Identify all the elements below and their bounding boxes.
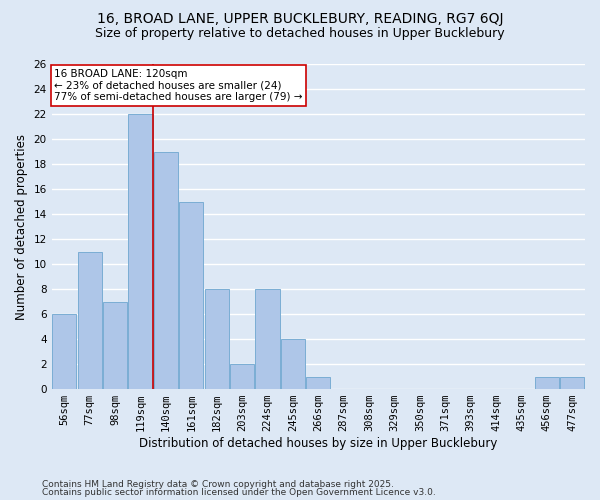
Bar <box>52 314 76 389</box>
Bar <box>230 364 254 389</box>
Bar <box>560 376 584 389</box>
Text: 16, BROAD LANE, UPPER BUCKLEBURY, READING, RG7 6QJ: 16, BROAD LANE, UPPER BUCKLEBURY, READIN… <box>97 12 503 26</box>
Bar <box>306 376 331 389</box>
Bar <box>179 202 203 389</box>
Text: 16 BROAD LANE: 120sqm
← 23% of detached houses are smaller (24)
77% of semi-deta: 16 BROAD LANE: 120sqm ← 23% of detached … <box>55 69 303 102</box>
Bar <box>205 289 229 389</box>
Bar <box>103 302 127 389</box>
X-axis label: Distribution of detached houses by size in Upper Bucklebury: Distribution of detached houses by size … <box>139 437 497 450</box>
Text: Size of property relative to detached houses in Upper Bucklebury: Size of property relative to detached ho… <box>95 28 505 40</box>
Bar <box>281 339 305 389</box>
Y-axis label: Number of detached properties: Number of detached properties <box>15 134 28 320</box>
Bar <box>256 289 280 389</box>
Bar <box>535 376 559 389</box>
Bar <box>128 114 152 389</box>
Bar <box>154 152 178 389</box>
Text: Contains public sector information licensed under the Open Government Licence v3: Contains public sector information licen… <box>42 488 436 497</box>
Bar <box>77 252 102 389</box>
Text: Contains HM Land Registry data © Crown copyright and database right 2025.: Contains HM Land Registry data © Crown c… <box>42 480 394 489</box>
